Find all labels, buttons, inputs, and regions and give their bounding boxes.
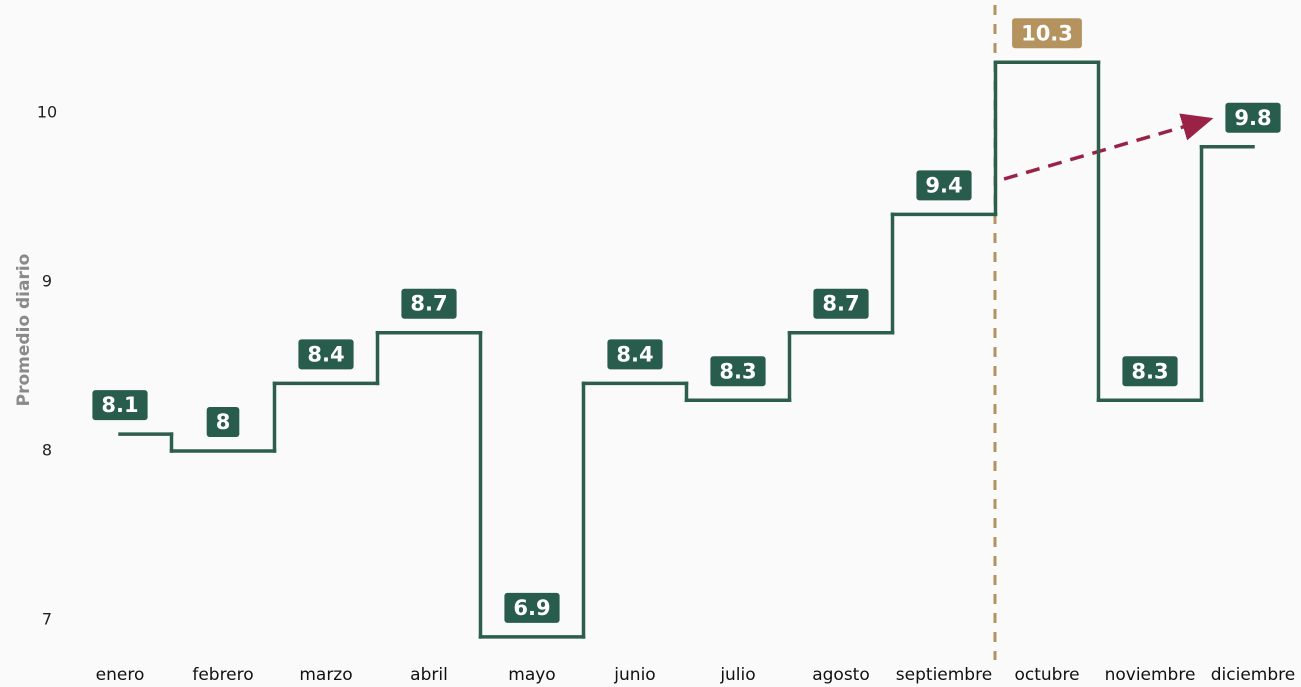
value-label: 8.3 <box>1122 356 1177 386</box>
value-label-text: 9.8 <box>1234 106 1271 130</box>
x-tick-label: abril <box>410 665 448 685</box>
value-label-text: 8.4 <box>307 342 344 366</box>
value-label-text: 8.3 <box>1131 359 1168 383</box>
value-label: 8.3 <box>710 356 765 386</box>
value-label-text: 8.3 <box>719 359 756 383</box>
x-tick-label: agosto <box>812 665 870 685</box>
x-tick-label: mayo <box>508 665 555 685</box>
value-label: 8 <box>207 407 240 437</box>
value-label: 8.1 <box>92 390 147 420</box>
x-tick-label: enero <box>96 665 145 685</box>
value-label: 9.4 <box>916 170 971 200</box>
value-label: 8.7 <box>401 289 456 319</box>
value-label: 9.8 <box>1225 103 1280 133</box>
value-label: 8.4 <box>298 339 353 369</box>
value-label-text: 9.4 <box>925 173 962 197</box>
x-tick-label: marzo <box>299 665 352 685</box>
value-label-text: 8.7 <box>822 292 859 316</box>
y-tick-label: 9 <box>42 272 52 291</box>
x-tick-label: noviembre <box>1105 665 1196 685</box>
x-tick-label: julio <box>719 665 755 685</box>
value-label: 10.3 <box>1012 18 1082 48</box>
value-label-text: 8.4 <box>616 342 653 366</box>
value-label-text: 8.1 <box>101 393 138 417</box>
x-tick-label: febrero <box>192 665 253 685</box>
y-tick-label: 7 <box>42 610 52 629</box>
value-label: 6.9 <box>504 593 559 623</box>
value-label: 8.4 <box>607 339 662 369</box>
x-tick-label: junio <box>613 665 655 685</box>
y-tick-label: 8 <box>42 441 52 460</box>
chart: Promedio diario 7 8 9 10 8.1 8 8.4 8.7 6.9 8.4 8.3… <box>0 0 1301 687</box>
y-axis-label: Promedio diario <box>14 254 34 407</box>
y-tick-label: 10 <box>37 103 57 122</box>
x-tick-label: septiembre <box>896 665 992 685</box>
value-label: 8.7 <box>813 289 868 319</box>
value-label-text: 6.9 <box>513 596 550 620</box>
x-tick-label: octubre <box>1014 665 1079 685</box>
value-label-text: 8 <box>216 410 231 434</box>
value-label-text: 8.7 <box>410 292 447 316</box>
x-tick-label: diciembre <box>1211 665 1295 685</box>
value-label-text: 10.3 <box>1021 21 1073 45</box>
